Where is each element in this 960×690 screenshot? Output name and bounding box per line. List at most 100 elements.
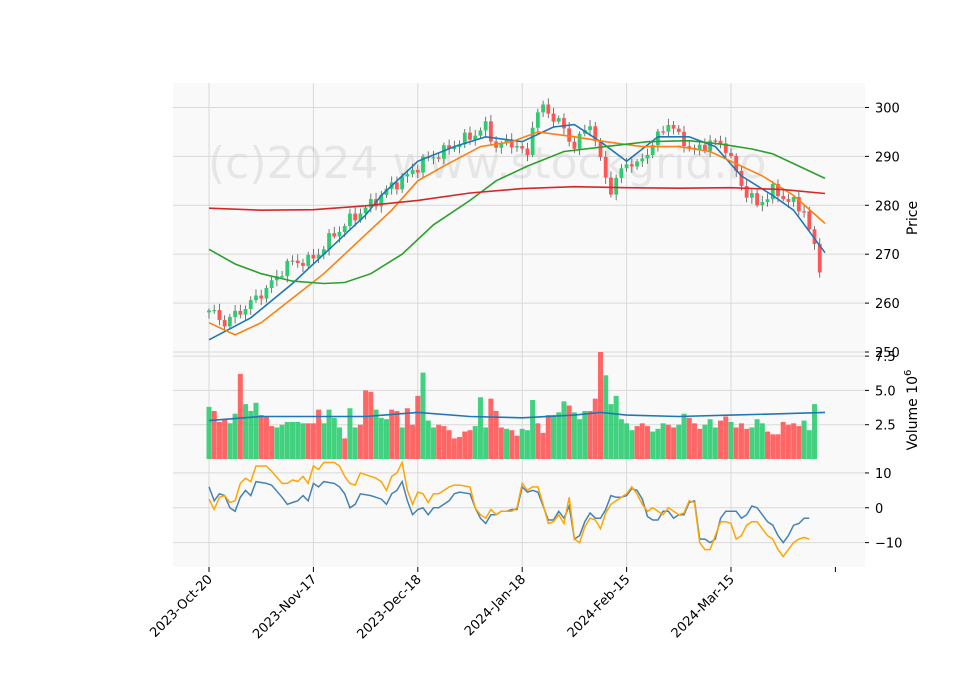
osc-panel-background [173,459,865,567]
candle-body [525,148,530,156]
volume-bar [337,427,342,459]
volume-bar [603,375,609,459]
candle-body [483,121,488,131]
candle-body [332,233,337,237]
volume-bar [775,434,781,459]
price-tick-label: 260 [875,297,900,312]
candle-body [384,188,389,196]
volume-bar [211,410,217,459]
candle-body [807,211,812,230]
volume-ma-line [208,411,826,422]
volume-bar [237,373,243,459]
volume-bar [691,423,697,459]
candle-body [421,156,425,173]
candle-body [520,146,525,149]
osc-tick-label: −10 [875,537,902,552]
candle-body [243,309,248,315]
volume-bar [618,419,624,459]
volume-bar [718,420,724,459]
volume-bar [483,427,489,459]
x-tick-label: 2024-Feb-15 [565,572,634,641]
candle-body [306,254,311,266]
volume-bar [342,438,348,459]
volume-bar [540,432,546,459]
candle-body [400,176,405,190]
candle-body [473,135,478,140]
candle-body [280,276,284,278]
candle-body [442,145,446,159]
volume-bar [232,413,238,459]
candle-body [295,260,300,263]
volume-tick-label: 5.0 [875,384,896,399]
volume-bar [373,409,379,459]
volume-bar [331,417,337,459]
volume-bar [728,421,734,459]
candle-body [603,156,608,178]
volume-bar [321,423,327,459]
volume-axis-label: Volume 106 [903,370,921,451]
volume-bar [524,430,530,459]
oscillator-panel: −10 0 10 [173,460,902,558]
volume-bar [744,428,750,459]
candle-body [207,310,211,313]
price-tick-label: 290 [875,150,900,165]
candle-body [619,168,624,178]
volume-bar [676,424,682,459]
price-tick-label: 300 [875,101,900,116]
candle-body [488,121,493,142]
candle-body [609,177,613,195]
volume-bar [545,415,551,459]
volume-bar [441,426,447,459]
volume-bar [253,402,259,459]
volume-bar [634,426,640,459]
candle-body [233,310,237,317]
volume-axis-label-exponent: 6 [903,370,914,376]
candle-body [468,132,472,140]
x-tick-label: 2023-Oct-20 [147,572,215,640]
candle-body [515,146,519,148]
price-tick-label: 280 [875,199,900,214]
volume-bar [263,416,269,459]
candle-body [791,197,796,202]
candle-body [729,152,733,157]
volume-bar [326,409,332,459]
candle-body [316,254,321,259]
volume-bar [279,424,285,459]
volume-bar [488,398,494,459]
volume-bar [644,426,650,459]
volume-bar [493,410,499,459]
price-axis-label: Price [905,201,921,235]
candle-body [796,197,801,212]
volume-bar [310,423,316,459]
candle-body [687,146,692,148]
volume-bar [759,423,765,459]
volume-bar [258,415,264,459]
candle-body [379,195,384,207]
candle-body [666,125,671,132]
volume-bar [446,430,452,459]
volume-bar [650,431,656,459]
volume-bar [551,415,557,459]
volume-bar [655,428,661,459]
volume-bar [477,397,483,459]
candle-body [572,141,577,149]
candle-body [452,146,457,150]
candle-body [405,174,410,177]
volume-bar [582,410,588,459]
candle-body [248,300,253,310]
candle-body [682,131,686,147]
volume-bar [671,427,677,459]
volume-bar [598,352,603,459]
ma-line-green [208,139,826,285]
price-panel: 250 260 270 280 290 300 [173,98,900,361]
volume-bar [352,427,358,459]
x-axis: 2023-Oct-20 2023-Nov-17 2023-Dec-18 2024-Ja… [147,567,836,642]
volume-bar [571,412,577,459]
candle-body [462,132,467,145]
volume-bar [420,372,426,459]
volume-bar [712,427,718,459]
volume-bar [686,417,692,459]
x-tick-label: 2023-Nov-17 [250,572,320,642]
candle-body [227,316,232,327]
candle-body [530,127,535,156]
